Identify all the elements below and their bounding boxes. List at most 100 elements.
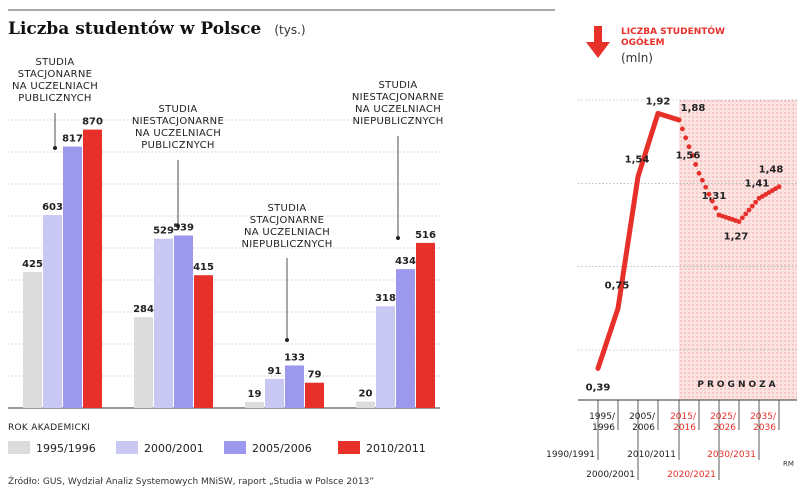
legend-label: 2010/2011	[366, 442, 426, 455]
line-value-label: 1,88	[681, 103, 706, 114]
bar-value-label: 19	[248, 389, 262, 400]
x-tick-label: 2020/2021	[667, 470, 716, 480]
line-value-label: 0,39	[586, 382, 611, 393]
x-tick-label: 2035/	[750, 412, 777, 422]
category-label: PUBLICZNYCH	[141, 140, 214, 151]
legend-swatch	[338, 441, 360, 454]
line-value-label: 1,27	[724, 232, 749, 243]
forecast-dot	[689, 153, 695, 158]
x-tick-label: 1996	[592, 423, 615, 433]
line-chart-unit: (mln)	[621, 51, 653, 65]
line-value-label: 1,41	[745, 178, 770, 189]
x-tick-label: 2015/	[670, 412, 697, 422]
bar-value-label: 870	[82, 117, 103, 128]
bar-value-label: 603	[42, 202, 63, 213]
forecast-dot	[713, 205, 719, 211]
category-label: NA UCZELNIACH	[12, 81, 98, 92]
category-label: STACJONARNE	[250, 215, 325, 226]
bar-value-label: 539	[173, 223, 194, 234]
category-label: STUDIA	[35, 57, 74, 68]
pointer-dot	[53, 146, 57, 150]
x-tick-label: 2025/	[710, 412, 737, 422]
category-label: NA UCZELNIACH	[355, 104, 441, 115]
forecast-dot	[709, 198, 715, 204]
bar	[396, 269, 415, 408]
forecast-dot	[679, 126, 685, 132]
chart-title: Liczba studentów w Polsce (tys.)	[8, 19, 306, 39]
forecast-dot	[699, 177, 705, 183]
line-chart-title: LICZBA STUDENTÓW OGÓŁEM	[621, 25, 728, 48]
bar-value-label: 529	[153, 226, 174, 237]
bar-value-label: 79	[308, 370, 322, 381]
line-value-label: 1,56	[676, 150, 701, 161]
line-title-line-1: LICZBA STUDENTÓW	[621, 25, 725, 37]
line-grid	[578, 99, 797, 401]
category-label: NIEPUBLICZNYCH	[241, 239, 332, 250]
legend-swatch	[8, 441, 30, 454]
bar-value-label: 415	[193, 262, 214, 273]
x-tick-label: 2000/2001	[586, 470, 635, 480]
credit: RM	[783, 460, 794, 468]
legend-swatch	[224, 441, 246, 454]
bar-value-label: 425	[22, 259, 43, 270]
pointer-dot	[176, 224, 180, 228]
source-note: Źródło: GUS, Wydział Analiz Systemowych …	[8, 475, 374, 487]
category-label: PUBLICZNYCH	[18, 93, 91, 104]
forecast-dot	[696, 170, 702, 176]
bar	[416, 242, 435, 408]
bar	[83, 129, 102, 408]
bar	[356, 401, 375, 408]
bar	[376, 306, 395, 408]
legend-heading: ROK AKADEMICKI	[8, 423, 90, 433]
line-value-label: 1,54	[625, 155, 650, 166]
x-tick-label: 2016	[673, 423, 696, 433]
bar-value-labels: 425 284 19 20 603 529 91 318 817 539 133 434 870 415 7…	[22, 117, 436, 400]
forecast-dot	[683, 135, 689, 141]
category-label: NIESTACJONARNE	[352, 92, 444, 103]
bar	[23, 272, 42, 408]
x-tick-label: 2026	[713, 423, 736, 433]
forecast-dotted-line	[676, 117, 782, 225]
forecast-label: PROGNOZA	[697, 380, 778, 390]
bar-value-label: 133	[284, 352, 305, 363]
line-value-label: 0,75	[605, 280, 630, 291]
x-tick-label: 2005/	[629, 412, 656, 422]
legend-swatch	[116, 441, 138, 454]
x-tick-label: 1990/1991	[546, 450, 595, 460]
pointer-dot	[285, 338, 289, 342]
bar	[305, 382, 324, 408]
line-value-label: 1,48	[759, 165, 784, 176]
bar-value-label: 318	[375, 293, 396, 304]
line-x-axis: 1990/1991 1995/1996 2000/2001 2005/2006 2010…	[546, 400, 780, 480]
bar	[245, 401, 264, 408]
forecast-dot	[746, 207, 752, 213]
bar-value-label: 434	[395, 256, 416, 267]
pointer-dot	[396, 236, 400, 240]
bar	[43, 215, 62, 408]
bar-value-label: 817	[62, 134, 83, 145]
forecast-dot	[676, 117, 682, 123]
bar-series	[23, 129, 435, 408]
category-label: STUDIA	[378, 80, 417, 91]
bar	[265, 378, 284, 408]
category-label: NA UCZELNIACH	[135, 128, 221, 139]
forecast-dot	[703, 184, 709, 190]
line-value-labels: 0,39 0,75 1,54 1,92 1,88 1,56 1,31 1,27 1,41 1,48	[586, 96, 784, 393]
category-label: NIEPUBLICZNYCH	[352, 116, 443, 127]
line-value-label: 1,92	[646, 96, 671, 107]
actual-line	[595, 110, 682, 371]
bar-value-label: 284	[133, 304, 154, 315]
forecast-dot	[749, 203, 755, 209]
x-tick-label: 2006	[632, 423, 655, 433]
line-value-label: 1,31	[702, 191, 727, 202]
category-label: NIESTACJONARNE	[132, 116, 224, 127]
x-tick-label: 2030/2031	[707, 450, 756, 460]
line-title-line-2: OGÓŁEM	[621, 36, 665, 48]
down-arrow-icon	[586, 26, 610, 58]
bar-value-label: 20	[359, 389, 373, 400]
category-label: NA UCZELNIACH	[244, 227, 330, 238]
bar	[154, 238, 173, 408]
category-label: STACJONARNE	[18, 69, 93, 80]
